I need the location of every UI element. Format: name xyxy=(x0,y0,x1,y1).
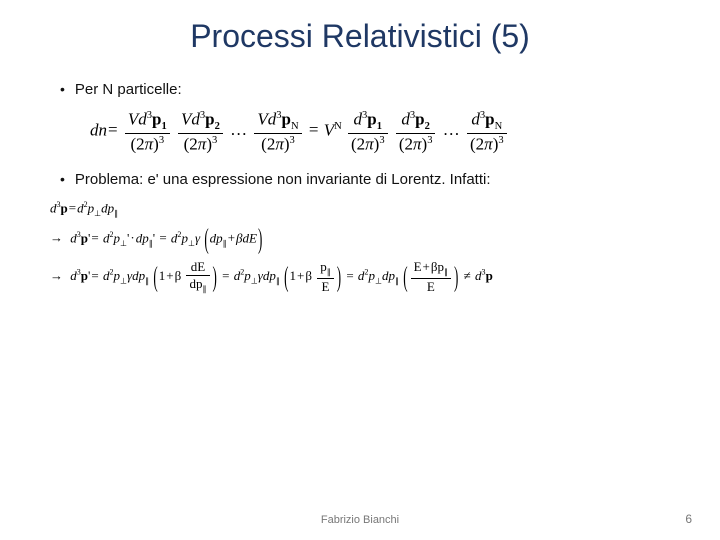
bullet-dot: • xyxy=(60,171,65,188)
equation-d3p: d3p=d2p⊥dp∥ xyxy=(30,200,690,218)
bullet-text: Problema: e' una espressione non invaria… xyxy=(75,171,491,190)
equation-line: → d3p'= d2p⊥γdp∥ (1+β dEdp∥ ) = d2p⊥γdp∥… xyxy=(30,260,690,294)
slide: Processi Relativistici (5) • Per N parti… xyxy=(0,0,720,540)
footer-author: Fabrizio Bianchi xyxy=(0,514,720,526)
footer-page-number: 6 xyxy=(685,512,692,526)
bullet-item: • Per N particelle: xyxy=(60,81,690,100)
bullet-item: • Problema: e' una espressione non invar… xyxy=(60,171,690,190)
equation-dn: dn= Vd3p1(2π)3 Vd3p2(2π)3 … Vd3pN(2π)3 =… xyxy=(30,110,690,154)
equation-d3p-prime: → d3p'= d2p⊥'·dp∥' = d2p⊥γ (dp∥+βdE) xyxy=(30,230,690,248)
slide-title: Processi Relativistici (5) xyxy=(30,18,690,55)
equation-line: dn= Vd3p1(2π)3 Vd3p2(2π)3 … Vd3pN(2π)3 =… xyxy=(30,110,690,154)
equation-line: → d3p'= d2p⊥'·dp∥' = d2p⊥γ (dp∥+βdE) xyxy=(30,230,690,248)
bullet-text: Per N particelle: xyxy=(75,81,182,100)
equation-line: d3p=d2p⊥dp∥ xyxy=(30,200,690,218)
bullet-dot: • xyxy=(60,81,65,98)
equation-d3p-expanded: → d3p'= d2p⊥γdp∥ (1+β dEdp∥ ) = d2p⊥γdp∥… xyxy=(30,260,690,294)
